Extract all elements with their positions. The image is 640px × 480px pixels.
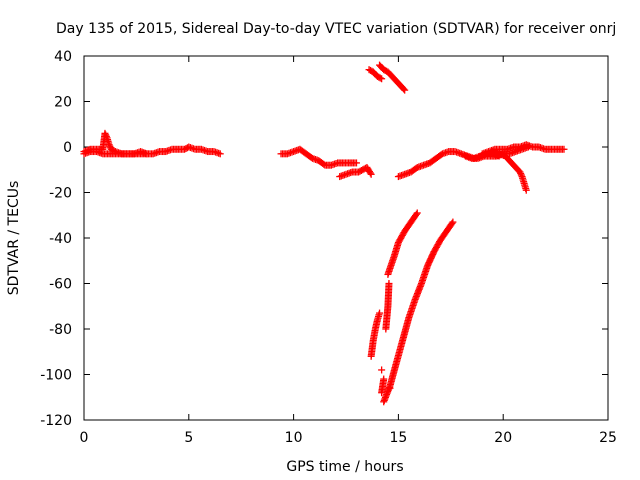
data-point	[367, 170, 375, 178]
y-tick-label: -60	[49, 277, 72, 293]
data-point	[376, 309, 384, 317]
data-point	[105, 141, 113, 149]
data-point	[102, 131, 110, 139]
data-point	[413, 209, 421, 217]
data-point	[385, 280, 393, 287]
data-point	[448, 219, 456, 227]
data-point	[366, 169, 374, 177]
chart-title: Day 135 of 2015, Sidereal Day-to-day VTE…	[56, 21, 616, 37]
data-point	[380, 375, 388, 383]
y-tick-label: -80	[49, 322, 72, 338]
x-tick-label: 25	[599, 430, 617, 446]
x-tick-label: 10	[285, 430, 303, 446]
data-point	[352, 159, 360, 167]
data-point	[143, 150, 151, 158]
x-axis-label: GPS time / hours	[286, 459, 403, 475]
y-tick-label: -20	[49, 186, 72, 202]
y-tick-label: -40	[49, 231, 72, 247]
y-axis-label: SDTVAR / TECUs	[6, 181, 22, 296]
y-tick-label: 20	[54, 95, 72, 111]
data-point	[517, 170, 525, 178]
data-point	[516, 168, 524, 176]
data-point	[412, 210, 420, 218]
data-point	[517, 171, 525, 179]
data-point	[378, 75, 386, 83]
data-point	[378, 366, 386, 374]
data-point	[449, 218, 457, 226]
y-tick-label: -120	[40, 413, 72, 429]
x-tick-label: 0	[80, 430, 89, 446]
data-point	[102, 132, 110, 140]
x-tick-label: 15	[389, 430, 407, 446]
y-tick-label: 0	[63, 140, 72, 156]
data-point	[524, 143, 532, 151]
data-point	[560, 145, 568, 153]
x-tick-label: 20	[494, 430, 512, 446]
y-tick-label: 40	[54, 49, 72, 65]
plot-frame	[83, 55, 609, 421]
axis-ticks: 0 5 10 15 20 25 -120 -100 -80 -60 -40 -20 0 20 40	[40, 49, 617, 446]
data-point	[376, 74, 384, 82]
data-point	[216, 150, 224, 158]
data-point	[522, 186, 530, 194]
y-tick-label: -100	[40, 368, 72, 384]
data-point	[101, 129, 109, 137]
data-point	[401, 86, 409, 94]
data-point	[400, 85, 408, 93]
x-tick-label: 5	[184, 430, 193, 446]
data-points	[80, 61, 568, 406]
data-point	[106, 142, 114, 150]
